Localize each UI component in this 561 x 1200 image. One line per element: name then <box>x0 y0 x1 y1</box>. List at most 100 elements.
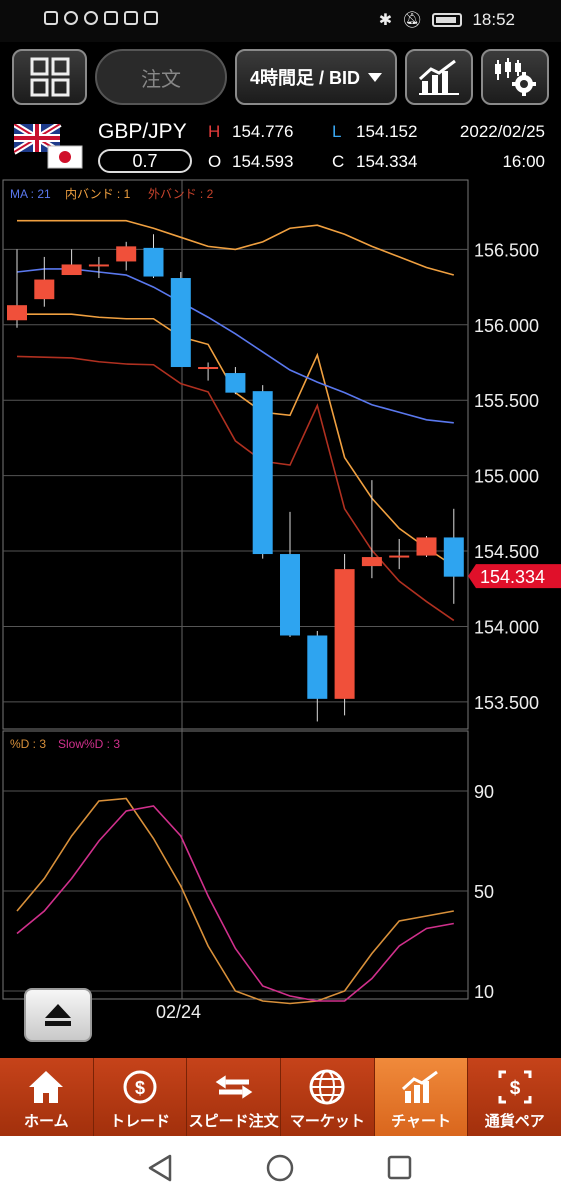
price-tick-label: 154.500 <box>474 542 539 562</box>
candle-down <box>170 278 191 368</box>
candle-up <box>7 305 27 321</box>
legend-inner-band: 内バンド : 1 <box>65 187 131 201</box>
youtube-icon <box>104 11 118 25</box>
stoch-tick-label: 50 <box>474 882 494 902</box>
candle-up <box>116 246 137 262</box>
chart-icon <box>402 1070 438 1103</box>
g-icon <box>84 11 98 25</box>
nav-label: マーケット <box>289 1113 365 1130</box>
low-value: 154.152 <box>356 122 418 141</box>
chart-icon <box>418 59 459 95</box>
current-price-label: 154.334 <box>480 567 545 587</box>
nav-label: チャート <box>391 1113 451 1130</box>
open-label: O <box>208 152 222 171</box>
chart-area[interactable]: 156.500 156.000 155.500 155.000 154.500 154.0… <box>0 178 561 1058</box>
chart-settings-button[interactable] <box>481 49 549 105</box>
collapse-toggle-button[interactable] <box>24 988 92 1042</box>
price-tick-label: 156.000 <box>474 316 539 336</box>
price-chart[interactable]: 156.500 156.000 155.500 155.000 154.500 154.0… <box>0 178 561 1058</box>
close-label: C <box>332 152 345 171</box>
clock: 18:52 <box>472 10 515 29</box>
inner-band-upper-line <box>17 219 455 276</box>
candle-down <box>143 247 164 277</box>
main-chart-frame <box>2 179 469 730</box>
price-tick-label: 155.000 <box>474 467 539 487</box>
back-icon[interactable] <box>148 1154 172 1182</box>
spread-badge: 0.7 <box>98 149 192 173</box>
currency-pair: GBP/JPY <box>98 120 187 143</box>
legend-outer-band: 外バンド : 2 <box>148 187 214 201</box>
nav-label: 通貨ペア <box>484 1113 545 1130</box>
status-bar: ✱ 🔕︎ 18:52 <box>0 0 561 42</box>
menu-grid-button[interactable] <box>12 49 87 105</box>
stoch-slow-d-line <box>16 805 454 1002</box>
nav-home[interactable]: ホーム <box>0 1058 94 1136</box>
chart-settings-icon <box>495 58 536 96</box>
candle-up <box>61 264 82 276</box>
chart-type-button[interactable] <box>405 49 473 105</box>
stoch-tick-label: 10 <box>474 982 494 1002</box>
store-icon <box>144 11 158 25</box>
chart-toolbar: 注文 4時間足 / BID <box>0 42 561 112</box>
uk-flag-icon <box>14 124 83 169</box>
low-label: L <box>332 122 342 141</box>
legend-stoch-slow-d: Slow%D : 3 <box>58 737 120 751</box>
wifi-icon <box>64 11 78 25</box>
home-icon <box>29 1071 64 1103</box>
period-select[interactable]: 4時間足 / BID <box>235 49 397 105</box>
nav-speed-order[interactable]: スピード注文 <box>187 1058 282 1136</box>
order-label: 注文 <box>141 68 181 91</box>
speed-order-icon <box>215 1075 253 1099</box>
svg-text:$: $ <box>135 1078 145 1098</box>
home-nav-icon[interactable] <box>266 1154 294 1182</box>
candle-up <box>88 264 109 267</box>
candle-down <box>225 373 246 393</box>
nav-currency-pair[interactable]: $ 通貨ペア <box>468 1058 561 1136</box>
candle-down <box>280 554 300 636</box>
stoch-chart-frame <box>2 730 469 1000</box>
order-button[interactable]: 注文 <box>95 49 227 105</box>
trade-icon: $ <box>123 1070 157 1104</box>
period-label: 4時間足 / BID <box>249 68 360 88</box>
nav-label: スピード注文 <box>188 1113 279 1130</box>
legend-stoch-d: %D : 3 <box>10 737 46 751</box>
price-tick-label: 156.500 <box>474 240 539 260</box>
nav-market[interactable]: マーケット <box>281 1058 375 1136</box>
quote-time: 16:00 <box>502 152 545 171</box>
candle-up <box>34 279 55 300</box>
close-value: 154.334 <box>356 152 418 171</box>
candle-down <box>252 391 273 555</box>
gmail-icon <box>124 11 138 25</box>
stoch-tick-label: 90 <box>474 782 494 802</box>
outer-band-lower-line <box>16 355 455 622</box>
battery-icon <box>432 13 463 27</box>
x-axis-date-label: 02/24 <box>156 1002 202 1022</box>
alert-icon <box>44 11 58 25</box>
bottom-nav: ホーム $ トレード スピード注文 マーケット チャート $ 通貨ペア <box>0 1058 561 1136</box>
bluetooth-icon: ✱ <box>378 12 393 29</box>
notification-icons <box>44 11 158 25</box>
candle-up <box>416 537 437 556</box>
candle-down <box>443 537 464 577</box>
svg-text:$: $ <box>509 1078 520 1099</box>
price-tick-label: 155.500 <box>474 391 539 411</box>
quote-header: GBP/JPY 0.7 H 154.776 O 154.593 L 154.15… <box>0 112 561 176</box>
candle-up <box>361 557 382 567</box>
system-nav-bar <box>0 1136 561 1200</box>
candle-up <box>334 569 355 699</box>
recents-icon[interactable] <box>387 1155 412 1180</box>
nav-label: ホーム <box>24 1113 69 1130</box>
ma-line <box>16 268 454 424</box>
nav-label: トレード <box>110 1113 171 1130</box>
stoch-d-line <box>16 797 454 1005</box>
candle-down <box>307 635 328 699</box>
mute-icon: 🔕︎ <box>402 12 423 29</box>
candle-up <box>389 555 410 558</box>
quote-date: 2022/02/25 <box>459 122 545 141</box>
legend-ma: MA : 21 <box>10 187 51 201</box>
nav-trade[interactable]: $ トレード <box>94 1058 188 1136</box>
price-tick-label: 153.500 <box>474 693 539 713</box>
current-price-tag <box>468 564 561 589</box>
candle-up <box>198 367 219 370</box>
nav-chart[interactable]: チャート <box>374 1058 469 1136</box>
